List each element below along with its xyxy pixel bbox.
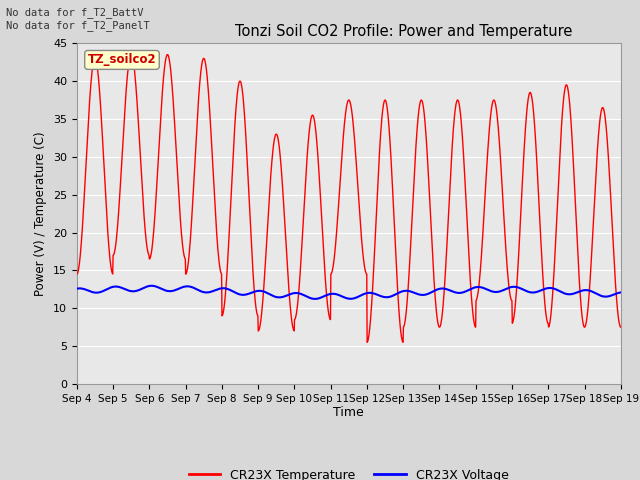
Text: TZ_soilco2: TZ_soilco2 xyxy=(88,53,156,66)
X-axis label: Time: Time xyxy=(333,407,364,420)
Text: No data for f_T2_BattV: No data for f_T2_BattV xyxy=(6,7,144,18)
Y-axis label: Power (V) / Temperature (C): Power (V) / Temperature (C) xyxy=(35,132,47,296)
Title: Tonzi Soil CO2 Profile: Power and Temperature: Tonzi Soil CO2 Profile: Power and Temper… xyxy=(234,24,572,39)
Text: No data for f_T2_PanelT: No data for f_T2_PanelT xyxy=(6,20,150,31)
Legend: CR23X Temperature, CR23X Voltage: CR23X Temperature, CR23X Voltage xyxy=(184,464,513,480)
